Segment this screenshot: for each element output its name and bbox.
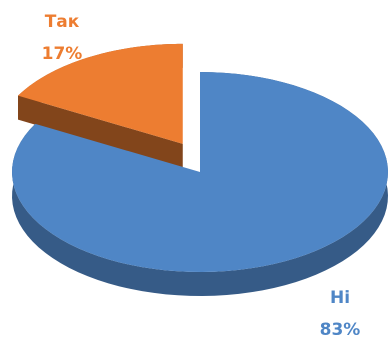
slice [18, 43, 183, 144]
value-label: 83% [320, 320, 361, 337]
slice-inner [18, 95, 183, 168]
slice-label: Ні [330, 288, 350, 308]
slice [12, 72, 388, 272]
value-label: 17% [42, 44, 83, 64]
slice-label: Так [45, 12, 80, 32]
